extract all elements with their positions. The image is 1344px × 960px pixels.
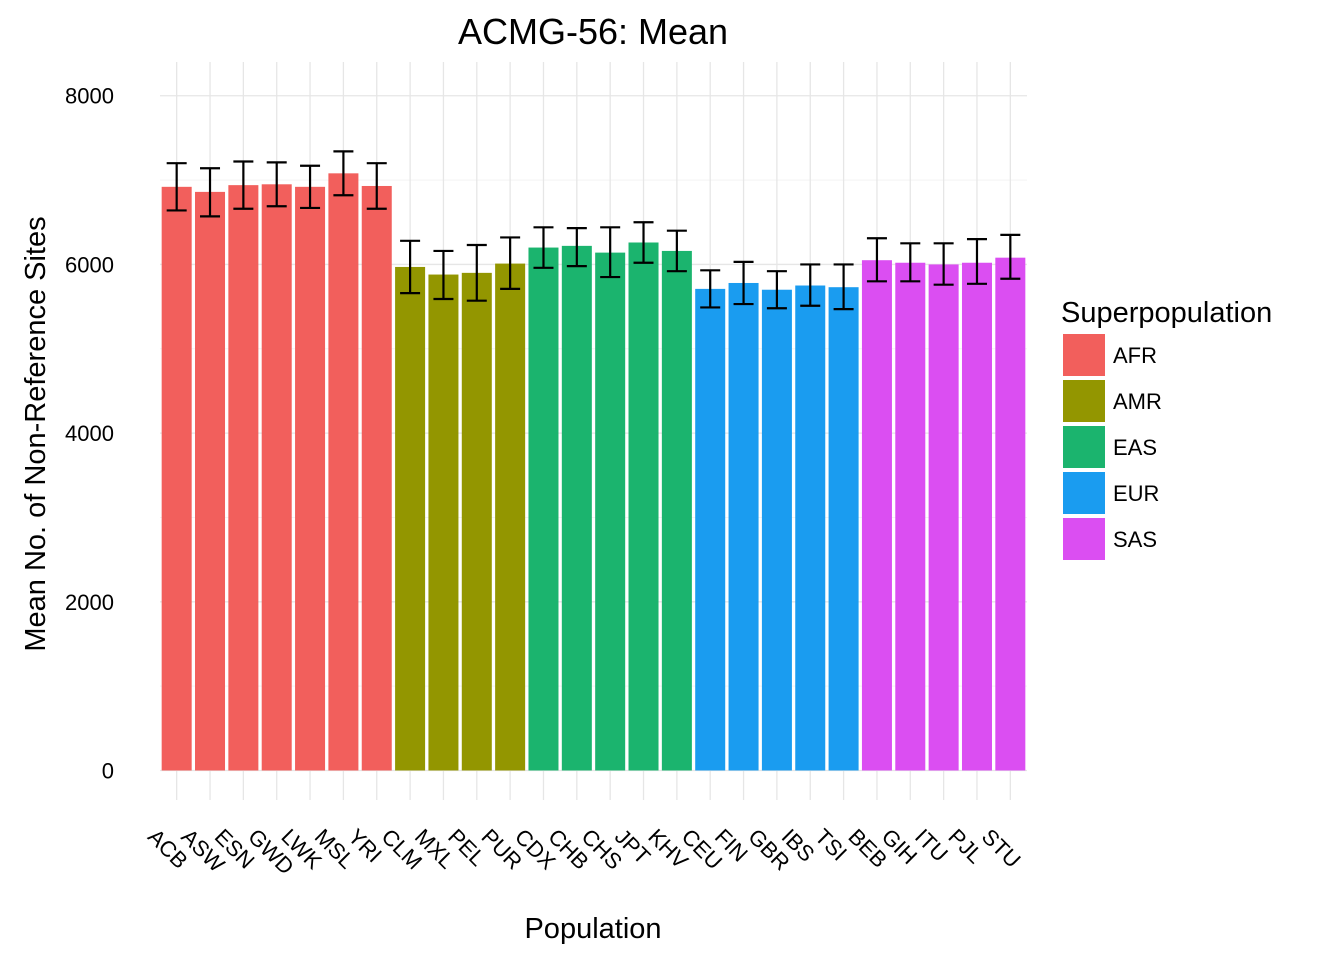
error-bar-clm [400,239,421,295]
chart-title: ACMG-56: Mean [458,11,728,52]
error-bar-mxl [433,249,454,301]
bar-ibs [795,285,826,771]
x-tick-label-stu: STU [977,824,1026,873]
y-tick-label: 8000 [65,84,114,109]
bar-esn [228,185,259,771]
x-tick-label-itu: ITU [910,824,953,867]
bar-stu [995,257,1026,771]
error-bar-pjl [966,238,987,285]
bar-asw [195,191,226,771]
bar-clm [395,266,426,771]
bar-pel [461,272,492,771]
bar-khv [661,250,692,771]
error-bar-acb [166,162,187,212]
legend-swatch-eas [1063,426,1105,468]
error-bar-chs [600,226,621,279]
bar-itu [928,264,959,771]
bar-ceu [695,288,726,771]
error-bar-gbr [766,270,787,310]
legend: Superpopulation AFR AMR EAS EUR SAS [1061,297,1272,560]
error-bar-esn [233,160,254,210]
bar-jpt [628,242,659,771]
legend-title: Superpopulation [1061,297,1272,329]
bar-fin [728,282,759,771]
legend-label-eur: EUR [1113,481,1159,506]
x-tick-label-pjl: PJL [943,824,987,868]
y-tick-label: 2000 [65,590,114,615]
error-bar-pel [466,243,487,302]
error-bar-pur [500,236,521,290]
error-bar-ceu [700,269,721,309]
legend-label-sas: SAS [1113,527,1157,552]
bars [161,173,1026,771]
legend-swatch-eur [1063,472,1105,514]
error-bar-asw [200,167,221,218]
error-bar-gih [900,242,921,283]
error-bar-msl [333,150,354,197]
error-bars [166,150,1021,311]
error-bar-yri [366,162,387,210]
bar-msl [328,173,359,771]
y-axis-title: Mean No. of Non-Reference Sites [20,216,52,651]
bar-acb [161,186,192,771]
bar-tsi [828,287,859,771]
y-axis-ticks: 0 2000 4000 6000 8000 [65,84,114,784]
bar-pjl [961,262,992,771]
x-tick-label-tsi: TSI [810,824,852,866]
error-bar-tsi [833,263,854,311]
legend-swatch-amr [1063,380,1105,422]
error-bar-chb [566,227,587,268]
bar-cdx [528,247,559,771]
legend-swatch-afr [1063,334,1105,376]
error-bar-stu [1000,233,1021,280]
bar-lwk [295,186,326,771]
legend-label-afr: AFR [1113,343,1157,368]
bar-gwd [261,184,292,771]
bar-gih [895,262,926,771]
error-bar-itu [933,242,954,286]
bar-pur [495,263,526,771]
bar-beb [861,260,892,771]
legend-swatch-sas [1063,518,1105,560]
error-bar-fin [733,260,754,306]
x-axis-ticks: ACBASWESNGWDLWKMSLYRICLMMXLPELPURCDXCHBC… [143,824,1025,880]
error-bar-ibs [800,263,821,307]
error-bar-cdx [533,226,554,269]
bar-gbr [761,289,792,771]
legend-label-eas: EAS [1113,435,1157,460]
x-axis-title: Population [524,913,661,945]
y-tick-label: 0 [102,758,114,783]
bar-yri [361,185,392,771]
error-bar-lwk [300,164,321,210]
legend-label-amr: AMR [1113,389,1162,414]
bar-chb [561,245,592,771]
y-tick-label: 6000 [65,252,114,277]
error-bar-khv [666,229,687,273]
error-bar-jpt [633,221,654,264]
error-bar-beb [866,237,887,283]
bar-mxl [428,274,459,771]
y-tick-label: 4000 [65,421,114,446]
bar-chs [595,252,626,771]
error-bar-gwd [266,161,287,208]
